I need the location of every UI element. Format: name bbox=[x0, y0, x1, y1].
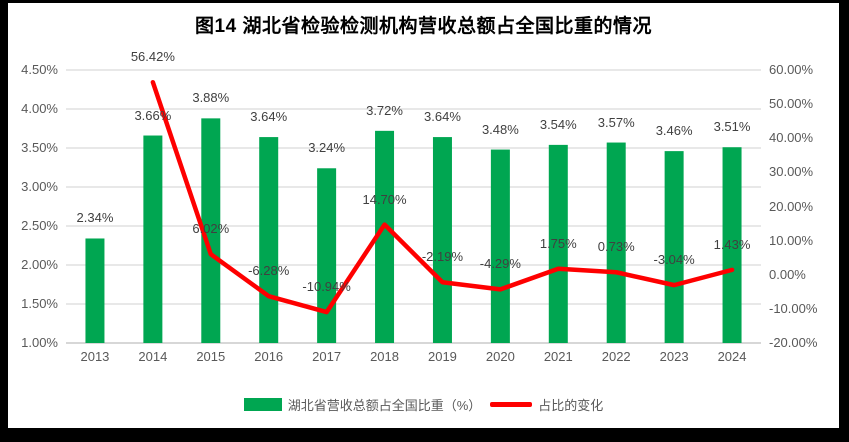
right-axis-tick: 0.00% bbox=[769, 266, 806, 282]
line-data-label: -10.94% bbox=[302, 279, 351, 295]
legend-item-line-series: 占比的变化 bbox=[490, 395, 603, 414]
line-data-label: 14.70% bbox=[362, 191, 407, 207]
plot-area: 4.50% 4.00% 3.50% 3.00% 2.50% 2.00% 1.50% 1.00%… bbox=[8, 3, 839, 428]
left-axis-tick: 4.50% bbox=[21, 62, 58, 77]
right-axis-tick: 20.00% bbox=[769, 198, 814, 214]
x-axis-label: 2020 bbox=[485, 349, 515, 364]
chart-svg bbox=[66, 69, 761, 344]
line-data-label: -6.28% bbox=[248, 263, 290, 279]
left-axis-tick: 3.50% bbox=[21, 140, 58, 155]
chart-title: 图14 湖北省检验检测机构营收总额占全国比重的情况 bbox=[195, 16, 652, 37]
bar-2022 bbox=[606, 142, 626, 343]
x-axis-label: 2019 bbox=[427, 349, 457, 364]
right-axis-tick: 40.00% bbox=[769, 130, 814, 146]
bar-series-swatch bbox=[243, 397, 282, 411]
bar-2014 bbox=[143, 135, 163, 343]
bar-data-label: 3.24% bbox=[308, 140, 346, 156]
bar-2020 bbox=[490, 149, 510, 343]
left-axis-tick: 1.50% bbox=[21, 296, 58, 311]
bar-data-label: 3.54% bbox=[539, 116, 577, 132]
line-data-label: 56.42% bbox=[130, 49, 175, 65]
bar-series-label: 湖北省营收总额占全国比重（%） bbox=[287, 397, 482, 413]
line-data-label: -3.04% bbox=[653, 252, 695, 268]
x-axis-label: 2016 bbox=[254, 349, 284, 364]
left-axis-tick: 2.00% bbox=[21, 257, 58, 272]
line-data-label: 0.73% bbox=[597, 239, 635, 255]
chart-canvas: 图14 湖北省检验检测机构营收总额占全国比重的情况 4.50% 4.00% 3.50… bbox=[8, 3, 839, 428]
bar-data-label: 3.64% bbox=[424, 109, 461, 125]
line-series bbox=[150, 79, 735, 315]
bar-2023 bbox=[664, 151, 684, 343]
chart-legend: 湖北省营收总额占全国比重（%） 占比的变化 bbox=[8, 394, 839, 414]
bar-data-label: 3.48% bbox=[481, 121, 519, 137]
bar-data-label: 3.46% bbox=[655, 123, 693, 139]
x-axis-label: 2015 bbox=[196, 349, 226, 364]
bar-2015 bbox=[201, 118, 221, 343]
right-axis-tick: -10.00% bbox=[769, 300, 818, 316]
bar-data-label: 3.57% bbox=[597, 114, 635, 130]
bar-2013 bbox=[85, 238, 105, 343]
bar-data-label: 3.64% bbox=[250, 109, 288, 125]
x-axis-label: 2022 bbox=[601, 349, 631, 364]
line-series-swatch bbox=[490, 401, 533, 407]
x-axis-label: 2013 bbox=[80, 349, 110, 364]
bar-2016 bbox=[259, 137, 279, 343]
x-axis-label: 2014 bbox=[138, 349, 168, 364]
line-data-label: -4.29% bbox=[479, 256, 521, 272]
x-axis-label: 2017 bbox=[312, 349, 342, 364]
line-series-label: 占比的变化 bbox=[538, 397, 604, 413]
bar-data-label: 3.88% bbox=[192, 90, 230, 106]
right-axis-tick: 30.00% bbox=[769, 164, 814, 180]
x-axis-label: 2018 bbox=[370, 349, 399, 364]
line-data-label: -2.19% bbox=[421, 249, 464, 265]
x-axis-label: 2023 bbox=[659, 349, 689, 364]
bar-2018 bbox=[375, 130, 395, 343]
left-axis-tick: 4.00% bbox=[21, 101, 58, 116]
bar-2019 bbox=[432, 137, 452, 343]
x-axis-label: 2024 bbox=[717, 349, 747, 364]
bar-2024 bbox=[722, 147, 742, 343]
bar-2017 bbox=[317, 168, 337, 343]
bar-data-label: 3.72% bbox=[366, 102, 403, 118]
left-axis-tick: 1.00% bbox=[21, 335, 58, 350]
legend-item-bar-series: 湖北省营收总额占全国比重（%） bbox=[243, 395, 482, 414]
right-axis-tick: 10.00% bbox=[769, 232, 814, 248]
x-axis-label: 2021 bbox=[543, 349, 573, 364]
right-axis-tick: 60.00% bbox=[769, 62, 814, 77]
left-axis-tick: 2.50% bbox=[21, 218, 58, 233]
bar-2021 bbox=[548, 144, 568, 343]
right-axis-tick: -20.00% bbox=[769, 335, 818, 350]
bar-data-label: 2.34% bbox=[76, 210, 114, 226]
left-axis-tick: 3.00% bbox=[21, 179, 58, 194]
right-axis-tick: 50.00% bbox=[769, 96, 814, 112]
line-data-label: 6.02% bbox=[192, 221, 230, 237]
bar-data-label: 3.51% bbox=[713, 119, 751, 135]
line-data-label: 1.43% bbox=[713, 236, 751, 252]
bar-data-label: 3.66% bbox=[134, 107, 172, 123]
line-data-label: 1.75% bbox=[539, 235, 577, 251]
